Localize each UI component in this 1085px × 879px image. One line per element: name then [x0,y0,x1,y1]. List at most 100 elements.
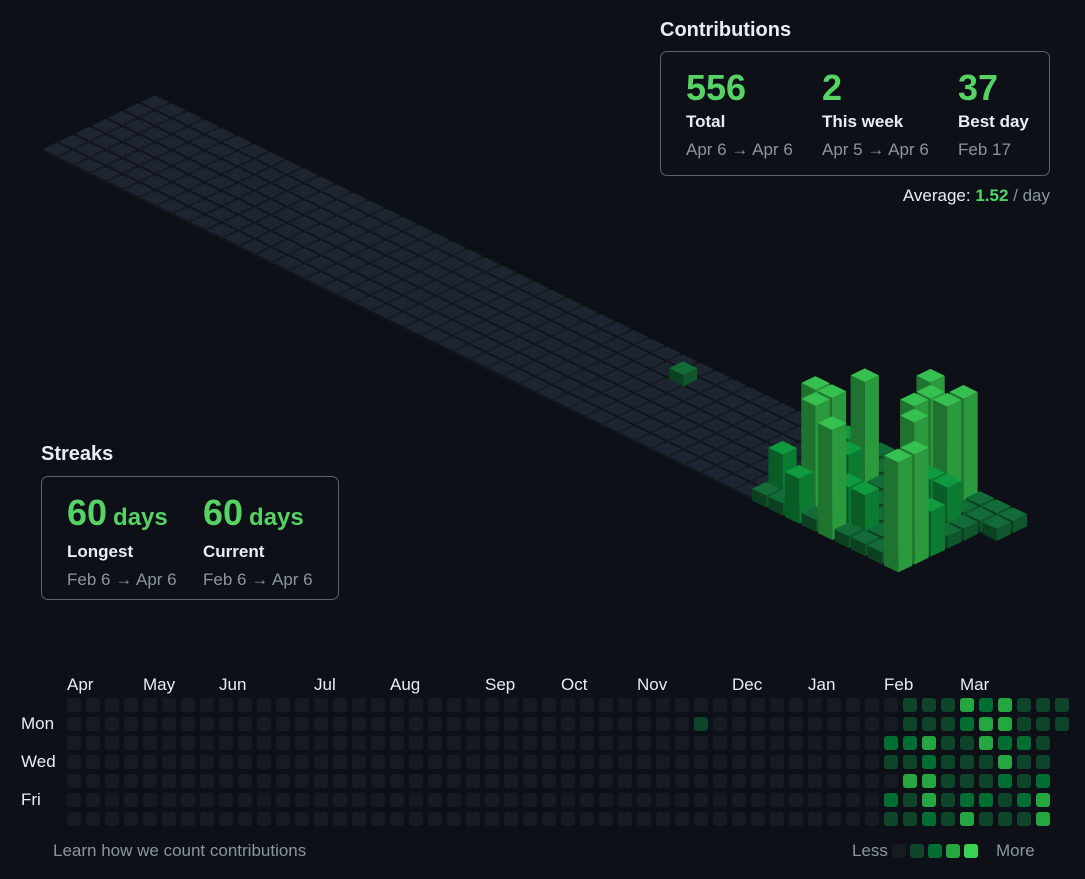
iso-top [108,158,137,173]
day-cell [979,736,993,750]
day-cell [960,717,974,731]
day-cell [599,755,613,769]
day-cell [998,717,1012,731]
iso-top [554,393,583,408]
iso-top [421,232,450,247]
iso-top [702,418,731,433]
iso-top [405,304,434,319]
iso-top [256,231,286,246]
iso-side [702,473,717,484]
day-cell [523,793,537,807]
day-cell [200,698,214,712]
iso-top [355,264,385,279]
day-cell [561,812,575,826]
iso-top [735,466,764,481]
day-cell [827,755,841,769]
day-cell [827,717,841,731]
day-cell [390,698,404,712]
day-cell [599,793,613,807]
iso-top [933,392,962,407]
iso-top [240,207,269,222]
iso-top [306,240,335,254]
day-cell [580,812,594,826]
iso-side [1013,514,1028,534]
iso-side [504,376,519,387]
day-cell [67,717,81,731]
learn-link[interactable]: Learn how we count contributions [53,841,307,860]
iso-top [719,474,748,489]
day-cell [941,812,955,826]
iso-top [173,111,203,126]
day-cell [428,774,442,788]
day-cell [1055,717,1069,731]
day-cell [219,717,233,731]
day-cell [941,736,955,750]
day-cell [789,812,803,826]
day-cell [390,774,404,788]
day-cell [941,698,955,712]
legend-more: More [996,841,1035,860]
day-cell [238,698,252,712]
iso-top [124,119,153,133]
iso-top [570,353,599,368]
day-cell [352,774,366,788]
streak-label: Longest [67,542,134,561]
iso-top [191,215,220,230]
day-cell [314,717,328,731]
iso-top [619,346,648,360]
iso-side [768,496,783,516]
day-cell [523,812,537,826]
day-cell [922,812,936,826]
iso-top [636,402,665,416]
iso-top [521,377,550,392]
day-cell [200,793,214,807]
iso-top [982,499,1011,513]
day-cell [713,774,727,788]
iso-top [306,208,335,222]
stat: 556 Total Apr 6 → Apr 6 [686,68,793,160]
day-cell [656,736,670,750]
day-cell [732,774,746,788]
iso-top [586,329,615,344]
day-cell [1055,698,1069,712]
day-cell [276,755,290,769]
day-cell [162,698,176,712]
day-cell [713,736,727,750]
iso-top [619,410,649,424]
iso-top [273,223,302,238]
iso-top [570,369,599,384]
day-cell [67,812,81,826]
day-cell [808,736,822,750]
day-cell [86,717,100,731]
day-cell [561,793,575,807]
day-cell [599,717,613,731]
day-cell [523,774,537,788]
day-cell [979,698,993,712]
day-cell [485,774,499,788]
iso-top [157,119,186,133]
iso-side [488,368,503,378]
day-cell [770,698,784,712]
day-cell [884,793,898,807]
iso-top [207,143,236,158]
day-cell [409,717,423,731]
iso-top [224,231,253,246]
day-cell [238,755,252,769]
iso-side [273,262,288,273]
day-cell [599,698,613,712]
day-cell [105,793,119,807]
iso-top [421,248,450,263]
iso-top [603,417,632,432]
iso-top [405,256,434,271]
month-label: Nov [637,675,668,694]
day-cell [770,717,784,731]
day-cell [960,774,974,788]
day-label: Fri [21,790,41,809]
iso-top [124,167,154,181]
day-cell [1036,717,1050,731]
day-cell [295,755,309,769]
day-cell [979,717,993,731]
day-cell [428,736,442,750]
iso-top [75,126,104,141]
day-cell [903,698,917,712]
